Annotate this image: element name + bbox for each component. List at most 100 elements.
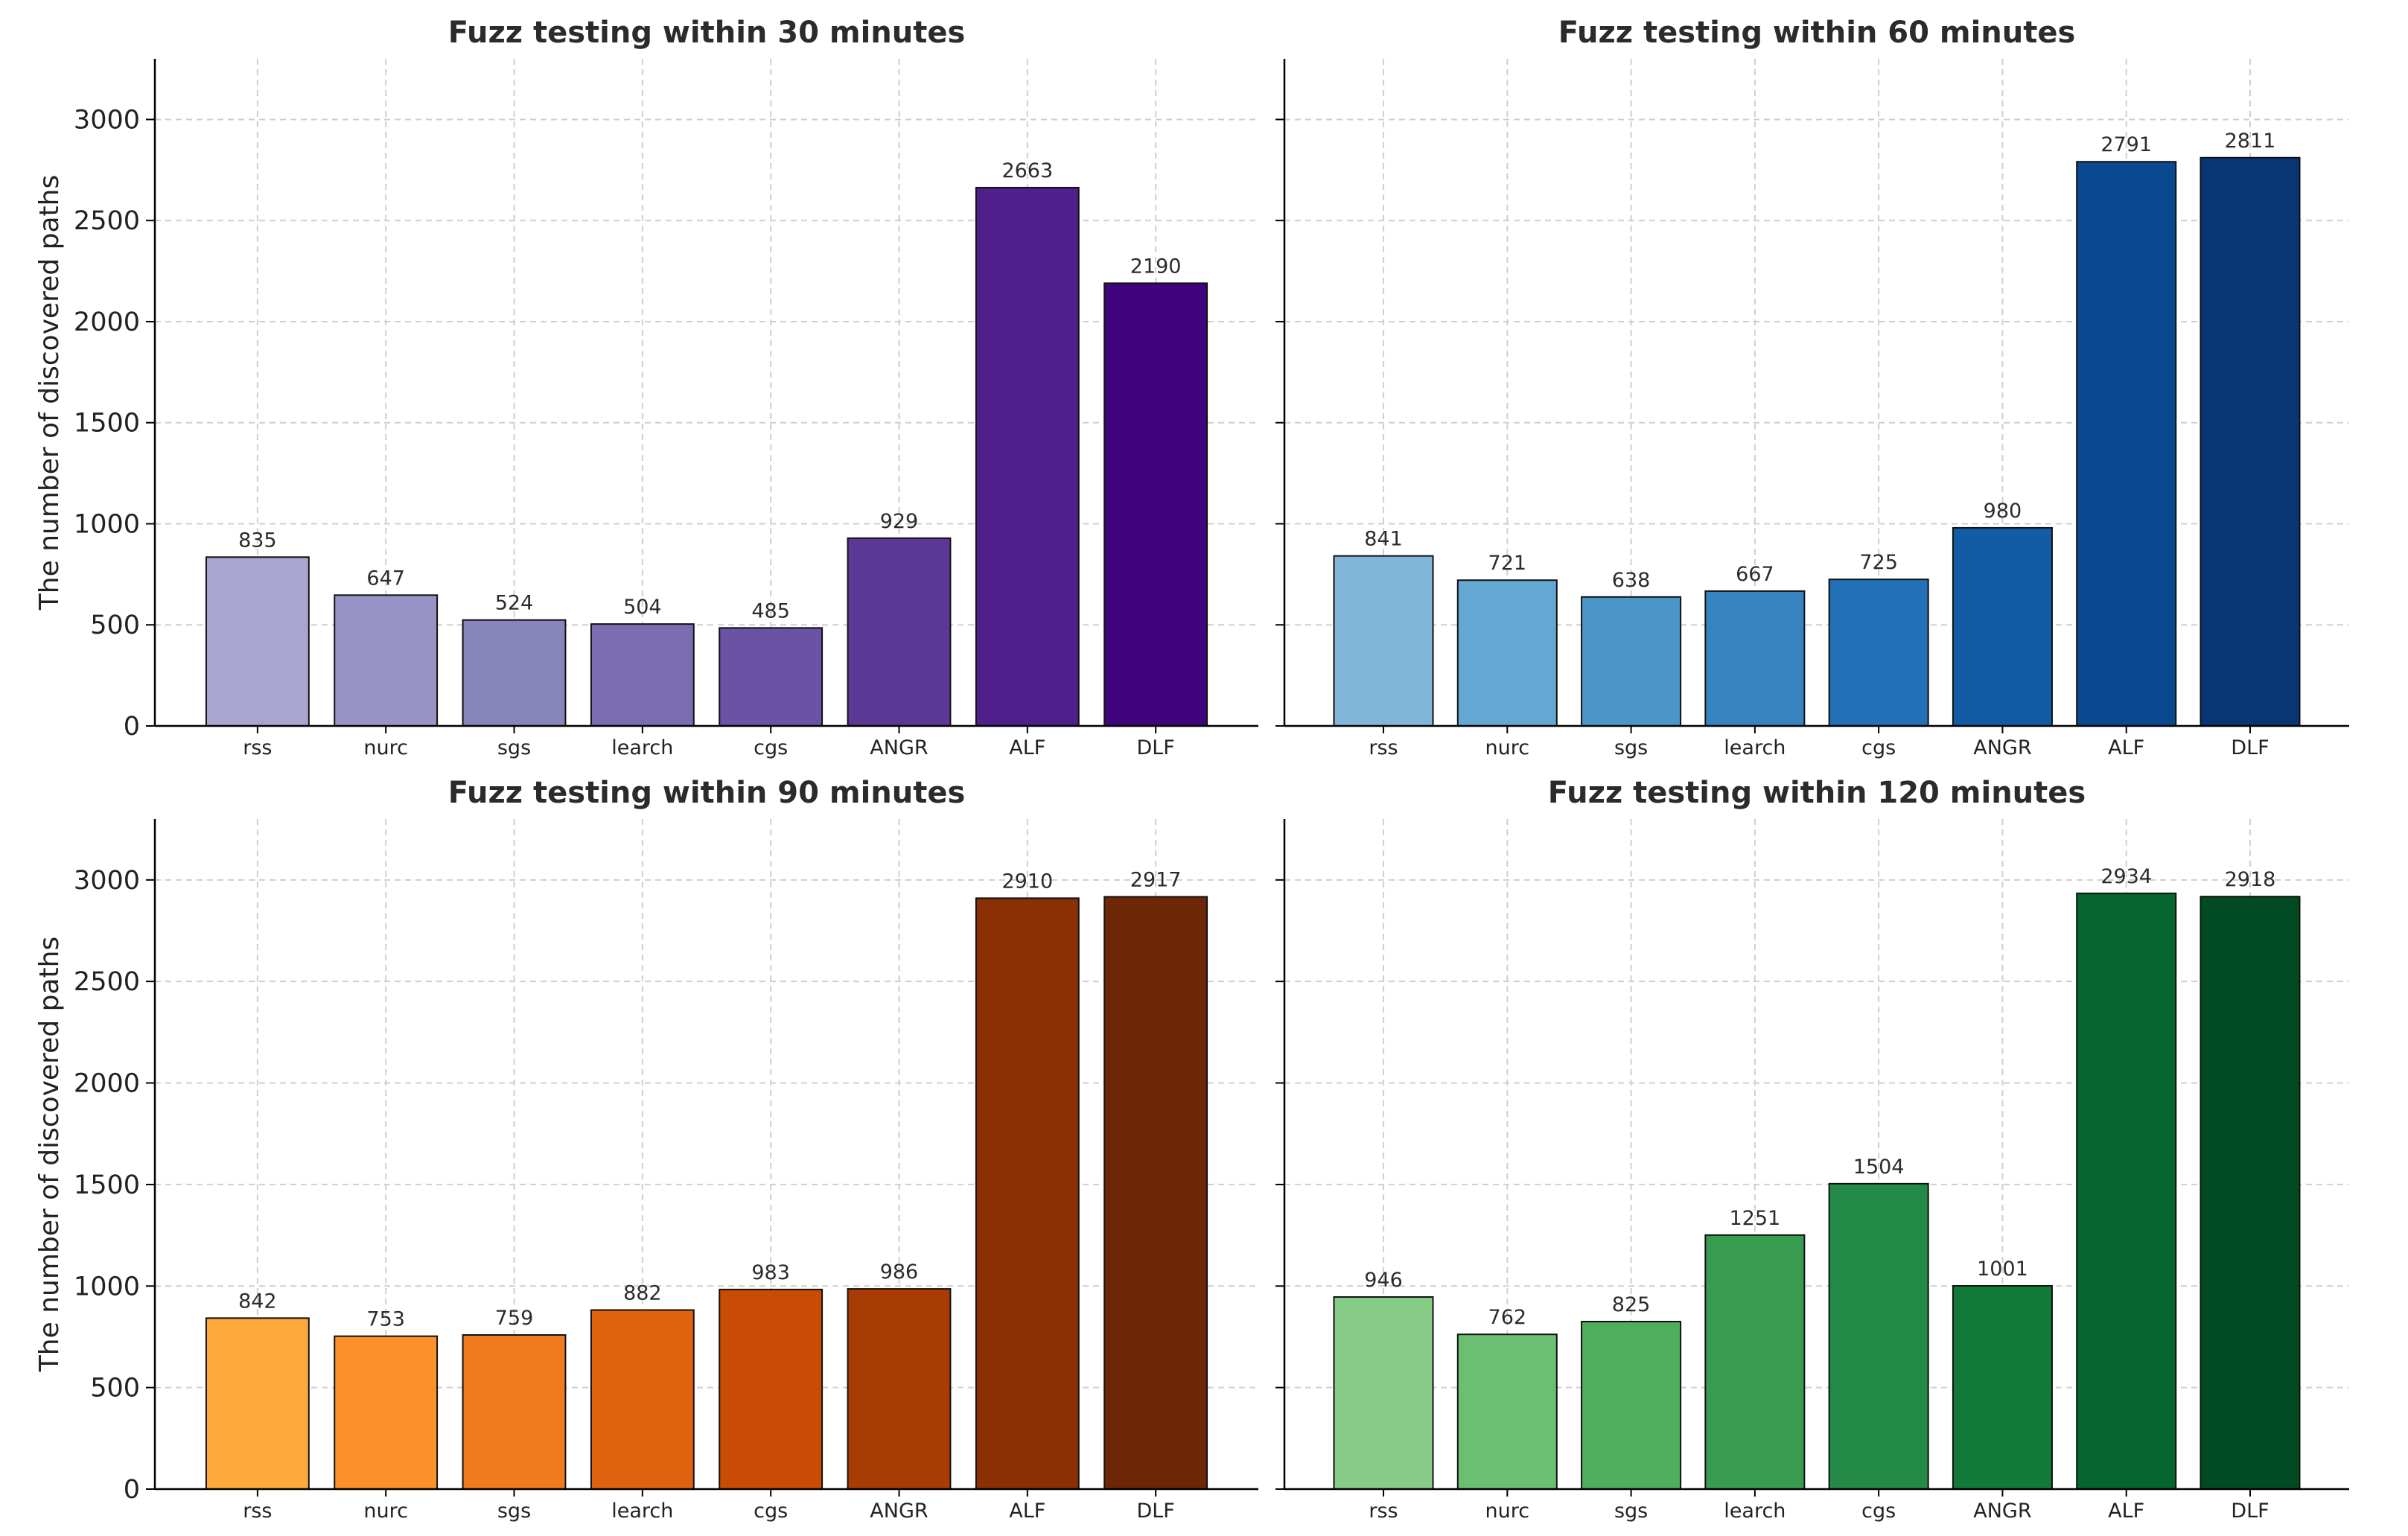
chart-panel-4: 946 rss 762 nurc 825 sgs 1251 learch 1504 cgs 1001… — [1275, 776, 2349, 1523]
bar-alf — [975, 186, 1080, 727]
bar-dlf — [2200, 156, 2301, 727]
chart-panel-3: 0 500 1000 1500 2000 2500 3000 842 rss 753 nurc 759… — [34, 776, 1258, 1523]
x-tick-label: rss — [243, 736, 272, 759]
bar-nurc — [1456, 579, 1558, 727]
data-label: 2190 — [1130, 255, 1182, 278]
y-tick-label: 2500 — [74, 967, 140, 997]
y-tick-label: 1000 — [74, 509, 140, 539]
y-tick-label: 1500 — [74, 1170, 140, 1200]
y-tick-label: 0 — [124, 1475, 140, 1505]
bar-angr — [1952, 526, 2053, 727]
chart-title: Fuzz testing within 30 minutes — [448, 16, 966, 50]
data-label: 721 — [1488, 552, 1527, 575]
data-label: 980 — [1984, 500, 2022, 523]
data-label: 2663 — [1001, 159, 1053, 182]
bar-angr — [847, 1288, 952, 1491]
bar-dlf — [1103, 282, 1208, 727]
data-label: 2917 — [1130, 868, 1182, 891]
bar-nurc — [1456, 1333, 1558, 1490]
x-tick-label: cgs — [754, 1500, 788, 1523]
x-tick-label: ALF — [1009, 736, 1045, 759]
x-tick-label: nurc — [363, 736, 408, 759]
x-tick-label: learch — [611, 736, 673, 759]
data-label: 842 — [238, 1290, 277, 1313]
y-tick-label: 3000 — [74, 866, 140, 896]
data-label: 647 — [366, 567, 405, 590]
data-label: 2910 — [1001, 870, 1053, 893]
x-tick-label: nurc — [1485, 736, 1530, 759]
data-label: 2934 — [2100, 865, 2152, 888]
data-label: 753 — [366, 1308, 405, 1331]
bar-rss — [205, 1317, 310, 1491]
bar-rss — [1333, 555, 1434, 727]
data-label: 504 — [623, 596, 662, 619]
data-label: 524 — [495, 592, 534, 615]
bar-sgs — [1581, 596, 1682, 727]
bar-cgs — [719, 1288, 824, 1490]
x-tick-label: sgs — [497, 736, 531, 759]
bar-angr — [1952, 1285, 2053, 1490]
bar-learch — [1704, 590, 1806, 727]
x-tick-label: ANGR — [870, 1500, 928, 1523]
data-label: 667 — [1736, 563, 1774, 586]
x-tick-label: ANGR — [1973, 736, 2031, 759]
x-tick-label: ANGR — [1973, 1500, 2031, 1523]
y-tick-label: 500 — [90, 1374, 140, 1403]
bar-nurc — [334, 594, 439, 727]
bar-dlf — [1103, 896, 1208, 1491]
y-tick-label: 3000 — [74, 105, 140, 135]
y-tick-label: 2500 — [74, 206, 140, 236]
data-label: 2918 — [2225, 868, 2276, 891]
bar-dlf — [2200, 896, 2301, 1490]
data-label: 2791 — [2100, 133, 2152, 156]
data-label: 485 — [751, 599, 790, 622]
x-tick-label: DLF — [2231, 1500, 2269, 1523]
y-axis-label: The number of discovered paths — [34, 937, 65, 1372]
bar-cgs — [1828, 1182, 1929, 1491]
data-label: 841 — [1364, 528, 1403, 551]
x-tick-label: cgs — [1861, 736, 1896, 759]
x-tick-label: sgs — [1614, 736, 1648, 759]
x-tick-label: DLF — [1136, 1500, 1174, 1523]
x-tick-label: ANGR — [870, 736, 928, 759]
data-label: 725 — [1859, 551, 1898, 574]
data-label: 1251 — [1730, 1207, 1781, 1230]
data-label: 1001 — [1977, 1258, 2028, 1281]
y-tick-label: 500 — [90, 611, 140, 640]
bar-cgs — [1828, 579, 1929, 727]
bar-cgs — [719, 627, 824, 727]
bar-sgs — [462, 619, 567, 727]
chart-title: Fuzz testing within 90 minutes — [448, 776, 966, 810]
data-label: 638 — [1612, 569, 1651, 592]
bar-sgs — [1581, 1321, 1682, 1490]
y-tick-label: 2000 — [74, 307, 140, 337]
data-label: 983 — [751, 1261, 790, 1284]
x-tick-label: sgs — [497, 1500, 531, 1523]
x-tick-label: ALF — [2108, 736, 2144, 759]
x-tick-label: nurc — [1485, 1500, 1530, 1523]
chart-title: Fuzz testing within 60 minutes — [1558, 16, 2076, 50]
bar-rss — [205, 556, 310, 727]
data-label: 825 — [1612, 1293, 1651, 1316]
bar-angr — [847, 537, 952, 727]
bar-nurc — [334, 1335, 439, 1490]
data-label: 759 — [495, 1307, 534, 1330]
x-tick-label: rss — [243, 1500, 272, 1523]
x-tick-label: DLF — [2231, 736, 2269, 759]
y-tick-label: 1500 — [74, 409, 140, 439]
chart-title: Fuzz testing within 120 minutes — [1548, 776, 2086, 810]
x-tick-label: rss — [1369, 1500, 1398, 1523]
bar-alf — [2076, 892, 2177, 1491]
data-label: 929 — [880, 510, 919, 533]
x-tick-label: cgs — [754, 736, 788, 759]
y-tick-label: 2000 — [74, 1069, 140, 1099]
y-tick-label: 1000 — [74, 1272, 140, 1301]
data-label: 835 — [238, 529, 277, 552]
x-tick-label: rss — [1369, 736, 1398, 759]
chart-panel-2: 841 rss 721 nurc 638 sgs 667 learch 725 cgs 980 ANG… — [1275, 16, 2349, 759]
bar-rss — [1333, 1296, 1434, 1490]
bar-sgs — [462, 1334, 567, 1490]
bar-learch — [590, 623, 695, 727]
x-tick-label: learch — [1724, 736, 1786, 759]
